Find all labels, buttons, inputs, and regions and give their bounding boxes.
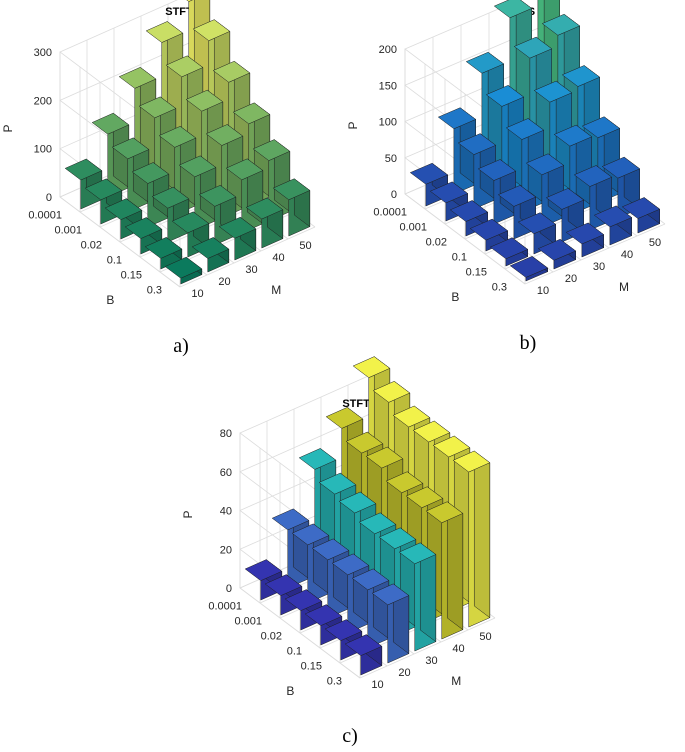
m-axis-label: M	[619, 280, 629, 294]
b-tick-label: 0.3	[147, 285, 162, 297]
z-tick-label: 20	[220, 544, 232, 556]
bar	[272, 178, 311, 237]
b-tick-label: 0.001	[54, 225, 82, 237]
m-tick-label: 50	[299, 240, 311, 252]
m-tick-label: 30	[245, 264, 257, 276]
m-axis-label: M	[451, 674, 461, 688]
bars	[64, 0, 311, 285]
b-tick-label: 0.1	[107, 255, 122, 267]
bar	[450, 200, 488, 237]
m-tick-label: 40	[272, 252, 284, 264]
z-tick-label: 50	[385, 153, 397, 165]
m-tick-label: 50	[649, 237, 661, 249]
chart-caption: a)	[173, 335, 189, 357]
z-tick-label: 60	[220, 467, 232, 479]
bar	[124, 217, 163, 255]
z-axis-label: P	[181, 510, 195, 518]
bar	[470, 218, 508, 252]
z-tick-label: 150	[379, 80, 397, 92]
bar	[398, 542, 437, 652]
chart-caption: b)	[520, 332, 537, 354]
b-tick-label: 0.001	[234, 616, 262, 628]
z-axis-label: P	[1, 124, 15, 132]
b-axis-label: B	[451, 290, 459, 304]
z-tick-label: 0	[46, 192, 52, 204]
m-tick-label: 20	[565, 273, 577, 285]
bar	[245, 197, 284, 249]
m-tick-label: 30	[593, 261, 605, 273]
chart-2: 0 50 100 150 200 P 0.0001 0.001 0.02 0.1 0.15 0.3 10…	[346, 0, 666, 354]
m-tick-label: 50	[479, 631, 491, 643]
m-tick-label: 40	[621, 249, 633, 261]
b-tick-label: 0.3	[492, 282, 507, 294]
chart-title: STFT	[165, 6, 193, 18]
bar	[371, 583, 410, 664]
b-tick-label: 0.15	[301, 661, 322, 673]
z-tick-label: 80	[220, 428, 232, 440]
chart-caption: c)	[342, 725, 358, 747]
bar	[344, 634, 383, 676]
bar	[164, 256, 203, 285]
bars	[410, 0, 660, 282]
bar	[490, 237, 528, 267]
b-axis-label: B	[286, 684, 294, 698]
m-axis-label: M	[271, 283, 281, 297]
b-tick-label: 0.15	[121, 270, 142, 282]
z-tick-label: 200	[34, 95, 52, 107]
z-tick-label: 100	[34, 144, 52, 156]
bar	[538, 239, 576, 270]
bar	[518, 212, 556, 255]
b-tick-label: 0.02	[426, 237, 447, 249]
b-tick-label: 0.3	[327, 676, 342, 688]
b-axis-label: B	[106, 293, 114, 307]
m-tick-label: 10	[191, 288, 203, 300]
b-tick-label: 0.0001	[28, 210, 62, 222]
b-tick-label: 0.0001	[208, 601, 242, 613]
z-tick-label: 0	[391, 189, 397, 201]
bar	[425, 501, 464, 640]
b-tick-label: 0.0001	[373, 207, 407, 219]
z-tick-label: 40	[220, 506, 232, 518]
z-tick-label: 300	[34, 47, 52, 59]
b-tick-label: 0.02	[81, 240, 102, 252]
m-tick-label: 20	[398, 667, 410, 679]
bar	[111, 137, 150, 213]
z-tick-label: 100	[379, 117, 397, 129]
bar	[452, 450, 491, 628]
bar	[594, 205, 632, 246]
m-tick-label: 20	[218, 276, 230, 288]
m-tick-label: 10	[371, 679, 383, 691]
bar	[602, 156, 640, 219]
bar	[218, 216, 257, 261]
bar	[622, 197, 660, 234]
b-tick-label: 0.1	[452, 252, 467, 264]
bar	[191, 237, 230, 273]
bar	[291, 523, 330, 604]
z-axis-label: P	[346, 121, 360, 129]
bar	[566, 222, 604, 258]
m-tick-label: 30	[425, 655, 437, 667]
bar	[144, 237, 183, 270]
chart-3: 0 20 40 60 80 P 0.0001 0.001 0.02 0.1 0.15 0.3 10 20 3…	[181, 356, 496, 747]
b-tick-label: 0.1	[287, 646, 302, 658]
m-tick-label: 10	[537, 285, 549, 297]
b-tick-label: 0.02	[261, 631, 282, 643]
z-tick-label: 200	[379, 44, 397, 56]
chart-1: 0 100 200 300 P 0.0001 0.001 0.02 0.1 0.15 0.3 10 20…	[1, 0, 316, 357]
m-tick-label: 40	[452, 643, 464, 655]
b-tick-label: 0.001	[399, 222, 427, 234]
b-tick-label: 0.15	[466, 267, 487, 279]
z-tick-label: 0	[226, 583, 232, 595]
bars	[244, 356, 491, 676]
bar	[510, 256, 548, 282]
